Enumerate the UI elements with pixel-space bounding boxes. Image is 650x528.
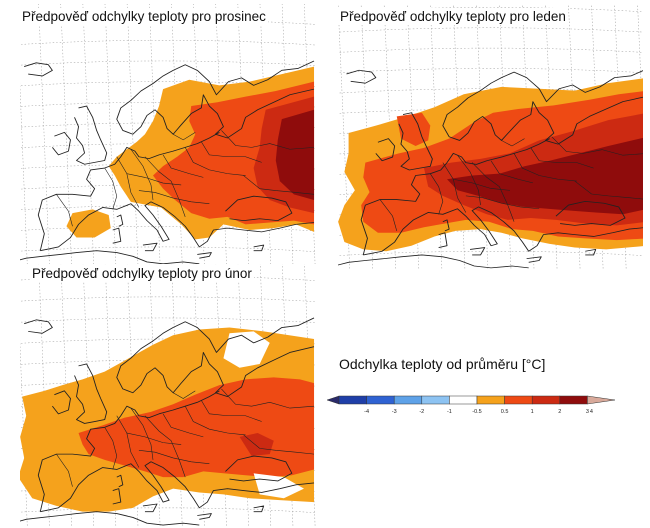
legend-title: Odchylka teploty od průměru [°C] [339,356,546,372]
legend-tick-label: -2 [419,409,424,415]
legend-tick-label: -0.5 [472,409,481,415]
legend-bin [393,395,423,405]
legend-bin [449,395,478,405]
coastlines [338,69,643,269]
coastlines [20,60,315,265]
map-panel-unor: Předpověď odchylky teploty pro únor [20,264,316,526]
legend-bin [421,395,450,405]
coastlines [20,317,315,526]
country-borders [379,136,643,232]
map-svg-leden [338,5,643,270]
anomaly-region [275,109,315,200]
anomaly-fields [66,66,315,240]
anomaly-fields [338,78,643,252]
color-scale-legend: -4 -3 -2 -1 -0.5 0.5 1 2 3 4 [327,395,616,415]
country-borders [56,130,315,227]
map-title-unor: Předpověď odchylky teploty pro únor [30,265,254,282]
map-title-leden: Předpověď odchylky teploty pro leden [338,8,568,25]
map-panel-prosinec: Předpověď odchylky teploty pro prosinec [20,4,316,266]
map-title-prosinec: Předpověď odchylky teploty pro prosinec [20,8,268,25]
legend-tick-label: -4 [364,409,369,415]
legend-bin [366,395,395,405]
legend-bin [504,395,533,405]
anomaly-region [447,137,643,215]
legend-bin [531,395,561,405]
legend-bin [559,395,588,405]
anomaly-region [66,209,111,238]
legend-bin [338,395,367,405]
legend-arrow-high [587,395,616,405]
legend-arrow-low [327,395,340,405]
legend-tick-label: 1 [531,409,534,415]
legend-tick-label: 4 [590,409,593,415]
legend-tick-label: 3 [586,409,589,415]
anomaly-fields [20,327,315,512]
map-panel-leden: Předpověď odchylky teploty pro leden [338,4,643,270]
anomaly-region [223,331,270,368]
legend-tick-label: 2 [558,409,561,415]
legend-tick-label: 0.5 [501,409,509,415]
map-svg-prosinec [20,4,316,266]
legend-bin [476,395,505,405]
legend-tick-label: -1 [447,409,452,415]
country-borders [56,388,315,487]
legend-tick-label: -3 [392,409,397,415]
map-svg-unor [20,264,316,526]
